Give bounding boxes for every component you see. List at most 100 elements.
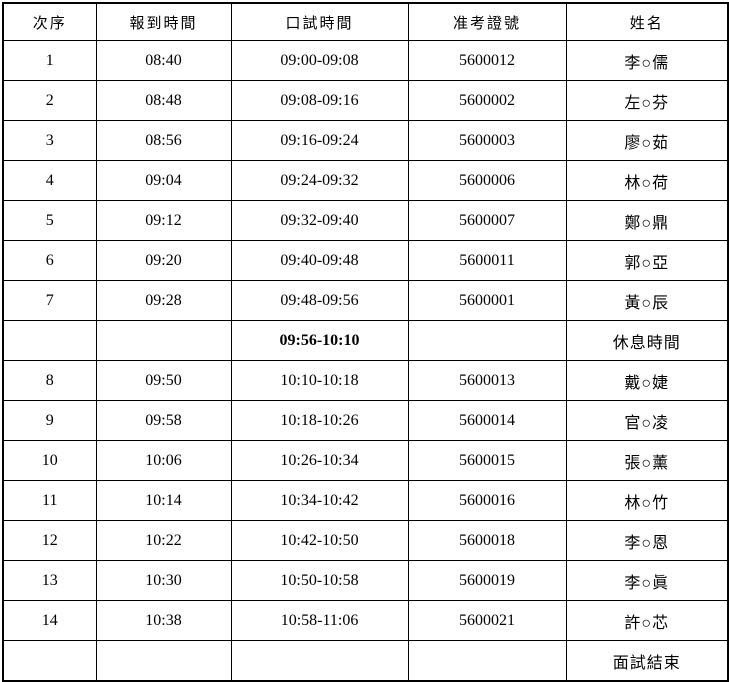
exam-time-cell: 10:34-10:42 (230, 480, 409, 521)
ticket-number-cell: 5600015 (407, 440, 567, 481)
checkin-time-cell: 09:50 (95, 360, 232, 401)
name-cell: 林○竹 (565, 480, 729, 521)
name-cell: 許○芯 (565, 600, 729, 641)
checkin-time-cell: 09:20 (95, 240, 232, 281)
exam-time-cell: 09:00-09:08 (230, 40, 409, 81)
name-cell: 郭○亞 (565, 240, 729, 281)
name-cell: 張○薰 (565, 440, 729, 481)
order-cell: 13 (2, 560, 97, 601)
table-row: 9 09:58 10:18-10:26 5600014 官○凌 (2, 400, 729, 441)
table-header: 次序 報到時間 口試時間 准考證號 姓名 (2, 2, 729, 41)
table-row: 4 09:04 09:24-09:32 5600006 林○荷 (2, 160, 729, 201)
checkin-time-cell (95, 320, 232, 361)
ticket-number-cell: 5600006 (407, 160, 567, 201)
exam-time-cell: 09:40-09:48 (230, 240, 409, 281)
table-row: 11 10:14 10:34-10:42 5600016 林○竹 (2, 480, 729, 521)
name-cell: 面試結束 (565, 640, 729, 682)
ticket-number-cell: 5600011 (407, 240, 567, 281)
table-row: 3 08:56 09:16-09:24 5600003 廖○茹 (2, 120, 729, 161)
checkin-time-cell: 09:28 (95, 280, 232, 321)
table-row: 13 10:30 10:50-10:58 5600019 李○眞 (2, 560, 729, 601)
order-cell: 10 (2, 440, 97, 481)
name-cell: 左○芬 (565, 80, 729, 121)
table-body: 1 08:40 09:00-09:08 5600012 李○儒 2 08:48 … (2, 40, 729, 682)
ticket-number-cell: 5600003 (407, 120, 567, 161)
checkin-time-cell: 09:04 (95, 160, 232, 201)
name-cell: 休息時間 (565, 320, 729, 361)
order-cell: 7 (2, 280, 97, 321)
table-row: 09:56-10:10 休息時間 (2, 320, 729, 361)
ticket-number-cell: 5600021 (407, 600, 567, 641)
exam-time-cell: 09:16-09:24 (230, 120, 409, 161)
header-name: 姓名 (565, 2, 729, 41)
exam-time-cell: 09:48-09:56 (230, 280, 409, 321)
name-cell: 黃○辰 (565, 280, 729, 321)
ticket-number-cell: 5600018 (407, 520, 567, 561)
order-cell: 9 (2, 400, 97, 441)
exam-time-cell: 09:24-09:32 (230, 160, 409, 201)
checkin-time-cell: 10:38 (95, 600, 232, 641)
ticket-number-cell: 5600016 (407, 480, 567, 521)
ticket-number-cell: 5600019 (407, 560, 567, 601)
name-cell: 官○凌 (565, 400, 729, 441)
checkin-time-cell: 09:58 (95, 400, 232, 441)
exam-time-cell: 09:08-09:16 (230, 80, 409, 121)
order-cell: 6 (2, 240, 97, 281)
table-row: 7 09:28 09:48-09:56 5600001 黃○辰 (2, 280, 729, 321)
table-row: 14 10:38 10:58-11:06 5600021 許○芯 (2, 600, 729, 641)
ticket-number-cell (407, 320, 567, 361)
name-cell: 李○眞 (565, 560, 729, 601)
order-cell (2, 640, 97, 682)
header-ticket: 准考證號 (407, 2, 567, 41)
exam-time-cell: 09:56-10:10 (230, 320, 409, 361)
ticket-number-cell: 5600014 (407, 400, 567, 441)
order-cell: 14 (2, 600, 97, 641)
ticket-number-cell: 5600001 (407, 280, 567, 321)
exam-time-cell (230, 640, 409, 682)
ticket-number-cell: 5600012 (407, 40, 567, 81)
checkin-time-cell: 10:14 (95, 480, 232, 521)
table-row: 5 09:12 09:32-09:40 5600007 鄭○鼎 (2, 200, 729, 241)
table-row: 12 10:22 10:42-10:50 5600018 李○恩 (2, 520, 729, 561)
table-row: 8 09:50 10:10-10:18 5600013 戴○婕 (2, 360, 729, 401)
order-cell: 8 (2, 360, 97, 401)
checkin-time-cell: 10:06 (95, 440, 232, 481)
table-row: 2 08:48 09:08-09:16 5600002 左○芬 (2, 80, 729, 121)
name-cell: 李○恩 (565, 520, 729, 561)
header-exam: 口試時間 (230, 2, 409, 41)
name-cell: 林○荷 (565, 160, 729, 201)
order-cell: 2 (2, 80, 97, 121)
order-cell (2, 320, 97, 361)
name-cell: 戴○婕 (565, 360, 729, 401)
exam-time-cell: 10:26-10:34 (230, 440, 409, 481)
checkin-time-cell: 10:30 (95, 560, 232, 601)
exam-time-cell: 10:42-10:50 (230, 520, 409, 561)
ticket-number-cell: 5600002 (407, 80, 567, 121)
name-cell: 廖○茹 (565, 120, 729, 161)
order-cell: 3 (2, 120, 97, 161)
name-cell: 李○儒 (565, 40, 729, 81)
order-cell: 4 (2, 160, 97, 201)
table-row: 面試結束 (2, 640, 729, 682)
exam-time-cell: 10:50-10:58 (230, 560, 409, 601)
name-cell: 鄭○鼎 (565, 200, 729, 241)
checkin-time-cell: 08:48 (95, 80, 232, 121)
table-row: 10 10:06 10:26-10:34 5600015 張○薰 (2, 440, 729, 481)
ticket-number-cell: 5600007 (407, 200, 567, 241)
exam-time-cell: 10:18-10:26 (230, 400, 409, 441)
order-cell: 11 (2, 480, 97, 521)
exam-time-cell: 10:10-10:18 (230, 360, 409, 401)
order-cell: 12 (2, 520, 97, 561)
table-row: 1 08:40 09:00-09:08 5600012 李○儒 (2, 40, 729, 81)
order-cell: 5 (2, 200, 97, 241)
ticket-number-cell (407, 640, 567, 682)
checkin-time-cell: 08:40 (95, 40, 232, 81)
checkin-time-cell: 09:12 (95, 200, 232, 241)
exam-time-cell: 09:32-09:40 (230, 200, 409, 241)
checkin-time-cell: 10:22 (95, 520, 232, 561)
header-checkin: 報到時間 (95, 2, 232, 41)
ticket-number-cell: 5600013 (407, 360, 567, 401)
table-row: 6 09:20 09:40-09:48 5600011 郭○亞 (2, 240, 729, 281)
